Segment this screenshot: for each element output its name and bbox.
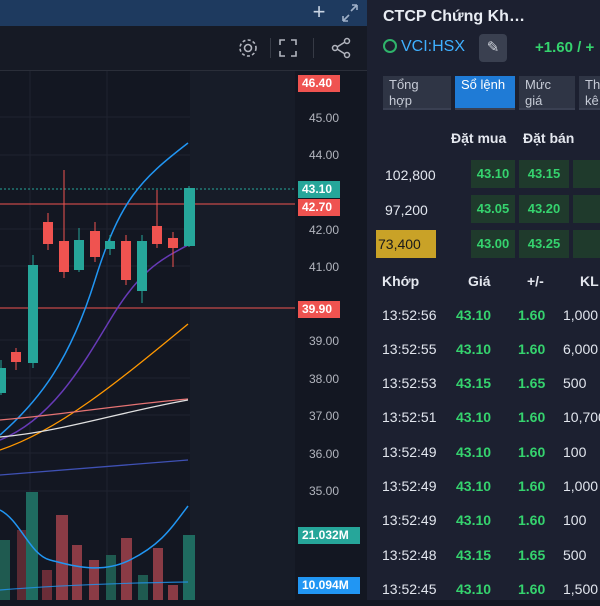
symbol-link[interactable]: VCI:HSX [383, 38, 465, 56]
current-price-label: 43.10 [298, 181, 340, 198]
tick-label: 45.00 [309, 111, 340, 125]
chart-panel[interactable]: + [0, 0, 367, 600]
chart-topbar: + [0, 0, 367, 26]
trade-row: 13:52:49 43.10 1.60 100 [382, 444, 587, 460]
tick-label: 41.00 [309, 260, 340, 274]
tab-price-levels[interactable]: Mức giá [519, 76, 575, 110]
fullscreen-icon[interactable] [276, 36, 300, 60]
orderbook-row: 102,800 43.10 43.15 [367, 160, 600, 190]
orderbook-row: 97,200 43.05 43.20 [367, 195, 600, 225]
ask-header: Đặt bán [523, 130, 575, 146]
share-icon[interactable] [329, 36, 353, 60]
trade-row: 13:52:53 43.15 1.65 500 [382, 375, 587, 391]
time-header: Khớp [382, 273, 420, 289]
price-label-top: 46.40 [298, 75, 340, 92]
tab-stats[interactable]: Th kê [579, 76, 600, 110]
chart-toolbar [0, 26, 367, 71]
tick-label: 42.00 [309, 223, 340, 237]
trade-row: 13:52:49 43.10 1.60 1,000 [382, 478, 599, 494]
volume-label: 21.032M [298, 527, 360, 544]
trade-row: 13:52:55 43.10 1.60 6,000 [382, 341, 599, 357]
trade-row: 13:52:48 43.15 1.65 500 [382, 547, 587, 563]
volume-header: KL [580, 273, 599, 289]
trade-row: 13:52:45 43.10 1.60 1,500 [382, 581, 599, 597]
volume-ma-label: 10.094M [298, 577, 360, 594]
panel-tabs: Tổng hợp Sổ lệnh Mức giá Th kê [383, 76, 600, 112]
plus-icon[interactable]: + [312, 0, 326, 24]
tick-label: 38.00 [309, 372, 340, 386]
expand-icon[interactable] [339, 0, 361, 26]
tick-label: 36.00 [309, 447, 340, 461]
highlighted-volume: 73,400 [376, 230, 436, 258]
status-icon [383, 39, 397, 53]
trade-row: 13:52:56 43.10 1.60 1,000 [382, 307, 599, 323]
gear-icon[interactable] [236, 36, 260, 60]
tick-label: 44.00 [309, 148, 340, 162]
stock-panel: CTCP Chứng Kh… VCI:HSX ✎ +1.60 / + Tổng … [367, 0, 600, 600]
bid-header: Đặt mua [451, 130, 507, 146]
trade-row: 13:52:49 43.10 1.60 100 [382, 512, 587, 528]
edit-icon[interactable]: ✎ [479, 34, 507, 62]
tick-label: 37.00 [309, 409, 340, 423]
price-change: +1.60 / + [535, 39, 595, 56]
change-header: +/- [527, 273, 544, 289]
reference-price-label: 42.70 [298, 199, 340, 216]
tick-label: 39.00 [309, 334, 340, 348]
tab-orderbook[interactable]: Sổ lệnh [455, 76, 515, 110]
low-price-label: 39.90 [298, 301, 340, 318]
company-name: CTCP Chứng Kh… [383, 8, 525, 25]
price-header: Giá [468, 273, 491, 289]
tab-summary[interactable]: Tổng hợp [383, 76, 451, 110]
tick-label: 35.00 [309, 484, 340, 498]
symbol-label: VCI:HSX [401, 38, 466, 55]
candles [0, 170, 195, 395]
orderbook-row: 73,400 43.00 43.25 [367, 230, 600, 260]
price-chart[interactable]: 46.40 45.00 44.00 43.10 42.70 42.00 41.0… [0, 71, 367, 600]
